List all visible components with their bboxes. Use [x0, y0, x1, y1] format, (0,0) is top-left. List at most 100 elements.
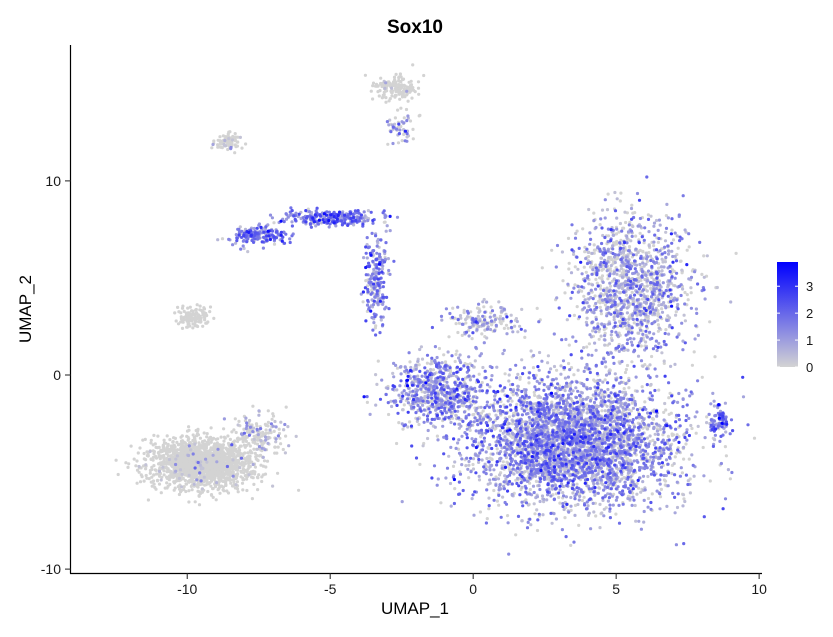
cell-point [386, 142, 390, 146]
cell-point [641, 249, 645, 253]
cell-point [683, 499, 687, 504]
cell-point [205, 321, 209, 325]
cell-point [183, 448, 187, 452]
cell-point [361, 300, 365, 304]
cell-point [236, 451, 240, 455]
cell-point [598, 502, 602, 506]
cell-point [173, 450, 177, 454]
cell-point [225, 489, 229, 493]
cell-point [408, 360, 412, 364]
cell-point [632, 321, 636, 325]
cell-point [590, 474, 595, 478]
cell-point [246, 467, 250, 471]
cell-point [422, 73, 426, 78]
cell-point [251, 404, 255, 408]
cell-point [216, 470, 220, 474]
cell-point [199, 491, 203, 495]
cell-point [241, 467, 245, 471]
cell-point [501, 495, 505, 499]
cell-point [535, 508, 539, 512]
cell-point [417, 92, 421, 96]
cell-point [167, 478, 171, 482]
cell-point [151, 479, 156, 483]
cell-point [162, 458, 166, 462]
cell-point [680, 268, 684, 272]
cell-point [224, 483, 228, 487]
cell-point [200, 487, 204, 491]
cell-point [212, 316, 216, 320]
cell-point [218, 491, 222, 495]
cell-point [184, 443, 188, 447]
cell-point [532, 502, 536, 506]
cell-point [241, 478, 245, 482]
cell-point [186, 465, 190, 470]
cell-point [599, 312, 604, 316]
cell-point [238, 135, 242, 139]
cell-point [466, 315, 470, 319]
cell-point [371, 81, 376, 85]
cell-point [682, 457, 686, 461]
cell-point [486, 482, 490, 486]
cell-point [557, 408, 561, 412]
cell-point [236, 423, 240, 427]
cell-point [602, 328, 606, 332]
cell-point [253, 472, 257, 476]
cell-point [653, 432, 657, 436]
cell-point [387, 412, 391, 417]
cell-point [431, 368, 435, 372]
cell-point [442, 353, 446, 357]
cell-point [696, 424, 700, 428]
cell-point [192, 482, 196, 486]
cell-point [202, 431, 206, 435]
cell-point [681, 504, 685, 508]
cell-point [600, 274, 605, 278]
cell-point [518, 375, 522, 379]
cell-point [471, 413, 475, 417]
cell-point [261, 464, 265, 468]
cell-point [187, 425, 191, 429]
cell-point [595, 281, 599, 285]
cell-point [202, 311, 206, 315]
cell-point [204, 483, 208, 487]
cell-point [233, 151, 237, 155]
cell-point [233, 417, 237, 421]
cell-point [114, 458, 118, 462]
cell-point [255, 458, 260, 462]
cell-point [260, 434, 264, 438]
cell-point [247, 473, 251, 477]
cell-point [175, 454, 179, 458]
cell-point [214, 456, 218, 460]
cell-point [752, 436, 757, 440]
cell-point [233, 143, 237, 147]
cell-point [615, 197, 619, 201]
cell-point [135, 468, 140, 472]
cell-point [603, 409, 607, 413]
cell-point [411, 127, 415, 131]
cell-point [161, 465, 165, 469]
cell-point [294, 434, 298, 438]
cell-point [166, 454, 170, 458]
cell-point [197, 503, 202, 507]
cell-point [679, 259, 683, 263]
cell-point [248, 457, 252, 461]
cell-point [393, 93, 397, 97]
cell-point [395, 366, 400, 370]
cell-point [664, 328, 668, 332]
cell-point [685, 248, 689, 252]
cell-point [648, 363, 652, 367]
cell-point [202, 315, 206, 319]
cell-point [535, 306, 539, 310]
cell-point [201, 439, 205, 444]
cell-point [259, 439, 263, 443]
cell-point [241, 452, 245, 456]
cell-point [177, 462, 181, 466]
cell-point [264, 428, 268, 432]
cell-point [506, 514, 510, 518]
cell-point [212, 139, 216, 143]
cell-point [592, 243, 596, 247]
cell-point [690, 363, 695, 367]
cell-point [609, 264, 613, 268]
cell-point [713, 355, 717, 359]
cell-point [257, 454, 262, 458]
cell-point [230, 430, 234, 434]
